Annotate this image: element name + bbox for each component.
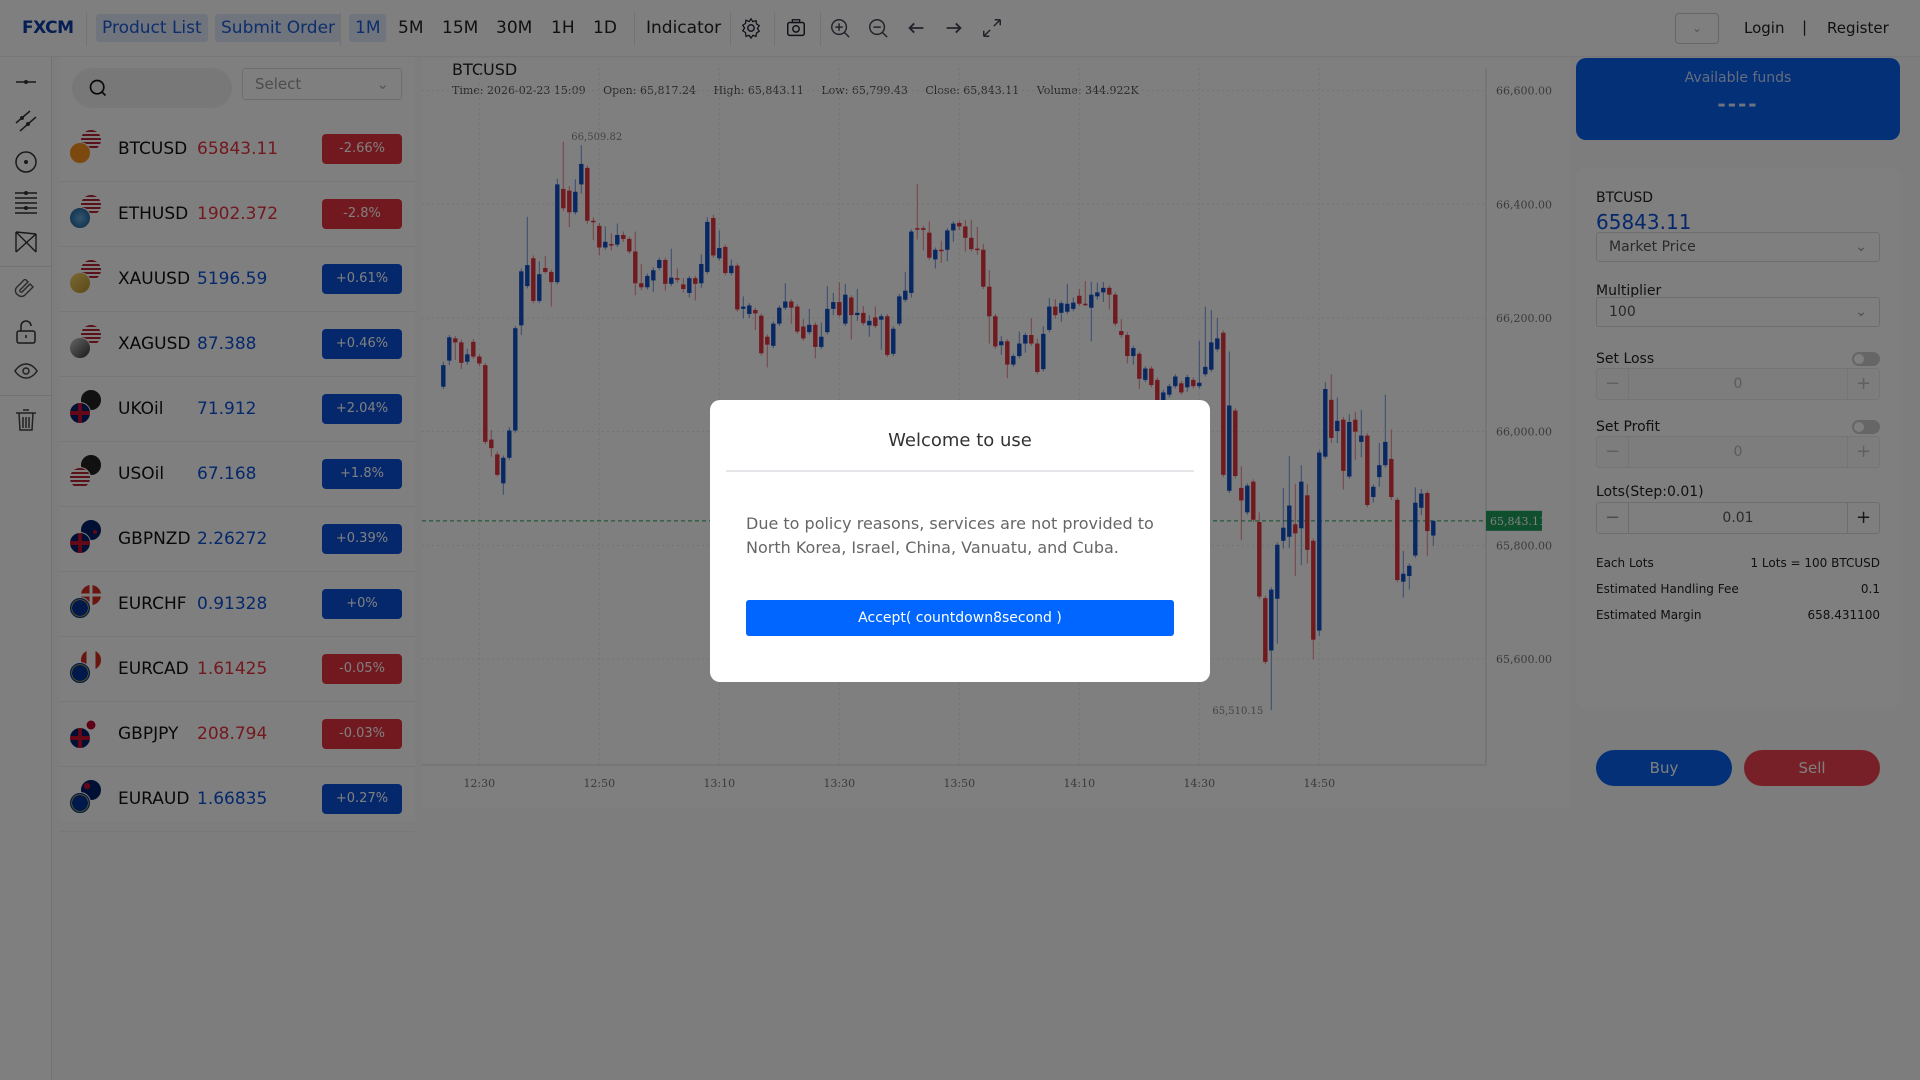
welcome-modal: Welcome to use Due to policy reasons, se… [710, 400, 1210, 682]
modal-message: Due to policy reasons, services are not … [746, 514, 1154, 557]
modal-title: Welcome to use [888, 430, 1032, 451]
accept-button[interactable]: Accept( countdown8second ) [746, 600, 1174, 636]
divider [726, 470, 1194, 472]
